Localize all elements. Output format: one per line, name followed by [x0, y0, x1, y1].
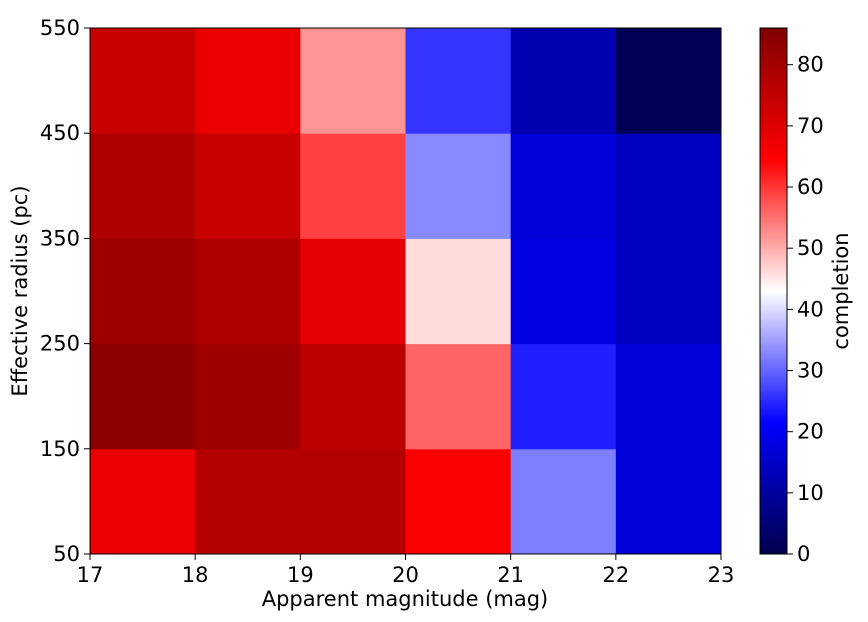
- x-tick-label: 20: [392, 563, 419, 587]
- x-tick-label: 22: [602, 563, 629, 587]
- heatmap-cell: [405, 343, 512, 450]
- heatmap-cell: [405, 133, 512, 239]
- heatmap-cell: [195, 448, 301, 555]
- heatmap-cell: [510, 343, 617, 450]
- y-tick-label: 150: [40, 437, 80, 461]
- heatmap-cells: [90, 28, 722, 555]
- heatmap-cell: [615, 133, 722, 239]
- heatmap-cell: [90, 238, 196, 345]
- colorbar-tick-label: 20: [797, 420, 824, 444]
- y-axis: 50 150 250 350 450 550: [40, 16, 90, 566]
- x-tick-label: 23: [708, 563, 735, 587]
- colorbar-axis: 0 10 20 30 40 50 60 70 80: [787, 53, 824, 566]
- y-tick-label: 250: [40, 332, 80, 356]
- colorbar-tick-label: 50: [797, 236, 824, 260]
- heatmap-cell: [405, 448, 512, 555]
- colorbar: [759, 27, 788, 555]
- heatmap-cell: [195, 133, 301, 239]
- colorbar-tick-label: 30: [797, 359, 824, 383]
- heatmap-cell: [300, 238, 406, 345]
- y-tick-label: 450: [40, 121, 80, 145]
- heatmap-cell: [300, 28, 406, 134]
- heatmap-cell: [90, 28, 196, 134]
- heatmap-cell: [615, 448, 722, 555]
- colorbar-tick-label: 40: [797, 297, 824, 321]
- heatmap-cell: [90, 343, 196, 450]
- heatmap-cell: [615, 343, 722, 450]
- x-axis: 17 18 19 20 21 22 23: [77, 554, 735, 587]
- heatmap-cell: [405, 28, 512, 134]
- heatmap-cell: [615, 28, 722, 134]
- heatmap-cell: [300, 448, 406, 555]
- x-tick-label: 18: [182, 563, 209, 587]
- colorbar-tick-label: 80: [797, 53, 824, 77]
- heatmap-cell: [510, 238, 617, 345]
- heatmap-cell: [195, 343, 301, 450]
- colorbar-tick-label: 60: [797, 175, 824, 199]
- heatmap-cell: [510, 133, 617, 239]
- heatmap-cell: [195, 238, 301, 345]
- x-tick-label: 17: [77, 563, 104, 587]
- x-axis-label: Apparent magnitude (mag): [262, 587, 549, 611]
- colorbar-tick-label: 70: [797, 114, 824, 138]
- heatmap-cell: [300, 343, 406, 450]
- heatmap-cell: [195, 28, 301, 134]
- heatmap-cell: [615, 238, 722, 345]
- heatmap-cell: [405, 238, 512, 345]
- colorbar-label: completion: [829, 232, 853, 349]
- y-axis-label: Effective radius (pc): [8, 185, 32, 396]
- x-tick-label: 19: [287, 563, 314, 587]
- heatmap-cell: [90, 448, 196, 555]
- y-tick-label: 350: [40, 226, 80, 250]
- heatmap-cell: [90, 133, 196, 239]
- x-tick-label: 21: [497, 563, 524, 587]
- heatmap-cell: [510, 448, 617, 555]
- colorbar-tick-label: 0: [797, 542, 810, 566]
- y-tick-label: 550: [40, 16, 80, 40]
- colorbar-tick-label: 10: [797, 481, 824, 505]
- heatmap-cell: [300, 133, 406, 239]
- heatmap-cell: [510, 28, 617, 134]
- y-tick-label: 50: [53, 542, 80, 566]
